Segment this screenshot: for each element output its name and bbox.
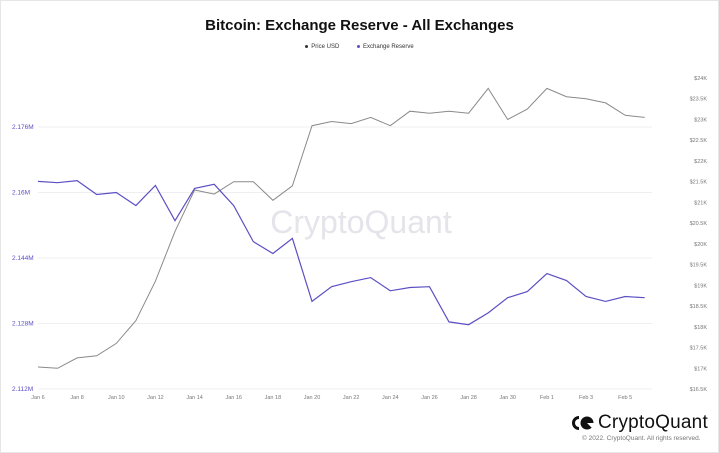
x-axis: Jan 6 Jan 8 Jan 10 Jan 12 Jan 14 Jan 16 Jan 18… (31, 395, 632, 401)
logo-text: CryptoQuant (598, 412, 708, 433)
chart-title: Bitcoin: Exchange Reserve - All Exchange… (205, 17, 514, 34)
legend-item-price[interactable]: Price USD (305, 44, 341, 50)
left-axis-tick: 2.128M (12, 321, 34, 328)
x-axis-tick: Jan 24 (382, 395, 399, 401)
x-axis-tick: Feb 1 (540, 395, 554, 401)
x-axis-tick: Jan 18 (265, 395, 282, 401)
left-axis-tick: 2.144M (12, 255, 34, 262)
left-axis: 2.112M 2.128M 2.144M 2.16M 2.176M (12, 124, 34, 393)
x-axis-tick: Jan 26 (421, 395, 438, 401)
price-usd-line (37, 87, 645, 369)
left-axis-tick: 2.176M (12, 124, 34, 131)
x-axis-tick: Jan 16 (225, 395, 242, 401)
legend-label: Exchange Reserve (362, 44, 414, 50)
legend-item-reserve[interactable]: Exchange Reserve (356, 44, 414, 50)
x-axis-tick: Jan 6 (31, 395, 44, 401)
exchange-reserve-line (37, 179, 645, 326)
right-axis-tick: $19.5K (690, 263, 708, 269)
x-axis-tick: Feb 3 (579, 395, 593, 401)
right-axis-tick: $22.5K (690, 138, 708, 144)
x-axis-tick: Feb 5 (618, 395, 632, 401)
right-axis-tick: $20K (694, 242, 707, 248)
x-axis-tick: Jan 30 (499, 395, 516, 401)
right-axis-tick: $18K (694, 325, 707, 331)
left-axis-tick: 2.16M (12, 190, 30, 197)
x-axis-tick: Jan 28 (460, 395, 477, 401)
right-axis-tick: $21.5K (690, 180, 708, 186)
right-axis-tick: $18.5K (690, 304, 708, 310)
right-axis-tick: $24K (694, 76, 707, 82)
right-axis-tick: $22K (694, 159, 707, 165)
legend-dot-icon (356, 44, 360, 48)
legend-label: Price USD (311, 44, 340, 50)
grid-lines (38, 126, 652, 390)
watermark: CryptoQuant (270, 204, 452, 240)
right-axis-tick: $16.5K (690, 387, 708, 393)
cryptoquant-logo-icon (572, 415, 594, 430)
copyright-text: © 2022. CryptoQuant. All rights reserved… (582, 435, 701, 442)
legend-dot-icon (305, 44, 309, 48)
right-axis-tick: $21K (694, 200, 707, 206)
left-axis-tick: 2.112M (12, 386, 33, 393)
right-axis-tick: $17K (694, 366, 707, 372)
chart-legend: Price USD Exchange Reserve (0, 44, 719, 50)
x-axis-tick: Jan 8 (70, 395, 83, 401)
x-axis-tick: Jan 10 (108, 395, 125, 401)
right-axis-tick: $17.5K (690, 346, 708, 352)
right-axis: $16.5K $17K $17.5K $18K $18.5K $19K $19.5K $20K… (690, 76, 708, 393)
right-axis-tick: $23K (694, 117, 707, 123)
right-axis-tick: $23.5K (690, 97, 708, 103)
cryptoquant-logo: CryptoQuant (572, 412, 708, 434)
x-axis-tick: Jan 12 (147, 395, 164, 401)
x-axis-tick: Jan 22 (343, 395, 360, 401)
right-axis-tick: $20.5K (690, 221, 708, 227)
x-axis-tick: Jan 20 (304, 395, 321, 401)
right-axis-tick: $19K (694, 283, 707, 289)
x-axis-tick: Jan 14 (186, 395, 203, 401)
